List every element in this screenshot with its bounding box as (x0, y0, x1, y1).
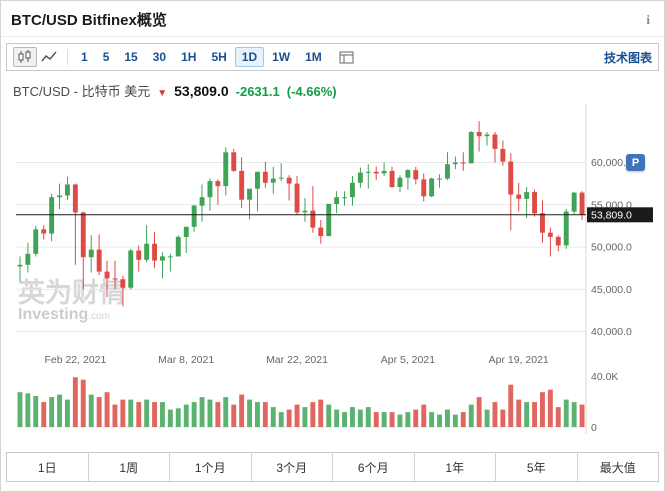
range-bar: 1日 1周 1个月 3个月 6个月 1年 5年 最大值 (6, 452, 659, 482)
interval-1m-button[interactable]: 1M (298, 47, 329, 67)
svg-text:40,000.0: 40,000.0 (591, 326, 632, 338)
interval-1-button[interactable]: 1 (74, 47, 95, 67)
interval-group: 1 5 15 30 1H 5H 1D 1W 1M (74, 47, 329, 67)
interval-15-button[interactable]: 15 (117, 47, 144, 67)
candlestick-chart-button[interactable] (13, 47, 37, 67)
svg-text:Apr 5, 2021: Apr 5, 2021 (381, 354, 435, 366)
chart-area: 英为财情 Investing.com 60,000.0 55,000.0 50,00… (6, 104, 659, 444)
interval-30-button[interactable]: 30 (146, 47, 173, 67)
interval-5-button[interactable]: 5 (96, 47, 117, 67)
svg-text:Mar 22, 2021: Mar 22, 2021 (266, 354, 328, 366)
svg-text:0: 0 (591, 422, 597, 434)
technical-chart-link[interactable]: 技术图表 (603, 50, 652, 65)
watermark: 英为财情 Investing.com (18, 279, 126, 324)
range-button-7[interactable]: 最大值 (577, 453, 658, 481)
svg-text:53,809.0: 53,809.0 (591, 210, 632, 222)
indicators-button[interactable] (334, 47, 359, 67)
page-title: BTC/USD Bitfinex概览 (11, 12, 167, 29)
instrument-name: BTC/USD - 比特币 美元 (13, 84, 151, 99)
range-button-6[interactable]: 5年 (496, 453, 578, 481)
interval-5h-button[interactable]: 5H (204, 47, 233, 67)
interval-1h-button[interactable]: 1H (174, 47, 203, 67)
watermark-cn: 英为财情 (18, 278, 126, 308)
info-icon[interactable]: i (646, 11, 650, 27)
last-price: 53,809.0 (174, 83, 229, 99)
range-button-5[interactable]: 1年 (414, 453, 496, 481)
interval-1w-button[interactable]: 1W (265, 47, 297, 67)
svg-text:Apr 19, 2021: Apr 19, 2021 (489, 354, 549, 366)
range-button-4[interactable]: 6个月 (333, 453, 415, 481)
svg-text:60,000.0: 60,000.0 (591, 157, 632, 169)
svg-text:45,000.0: 45,000.0 (591, 284, 632, 296)
quote-change-pct: (-4.66%) (286, 84, 337, 99)
svg-text:Mar 8, 2021: Mar 8, 2021 (158, 354, 214, 366)
watermark-brand: Investing.com (18, 306, 110, 324)
range-button-3[interactable]: 3个月 (251, 453, 333, 481)
line-chart-button[interactable] (37, 47, 61, 67)
svg-text:50,000.0: 50,000.0 (591, 242, 632, 254)
range-button-2[interactable]: 1个月 (170, 453, 252, 481)
price-chart-canvas[interactable]: 60,000.055,000.050,000.045,000.040,000.0… (6, 104, 659, 444)
candlestick-chart-icon (18, 50, 31, 63)
quote-row: BTC/USD - 比特币 美元 ▼ 53,809.0 -2631.1 (-4.… (1, 71, 664, 102)
svg-text:40.0K: 40.0K (591, 371, 618, 383)
range-button-0[interactable]: 1日 (7, 453, 89, 481)
quote-change: -2631.1 (235, 84, 280, 99)
svg-text:Feb 22, 2021: Feb 22, 2021 (44, 354, 106, 366)
interval-1d-button[interactable]: 1D (234, 47, 265, 67)
range-button-1[interactable]: 1周 (88, 453, 170, 481)
line-chart-icon (41, 51, 57, 62)
price-down-arrow-icon: ▼ (157, 88, 168, 99)
chart-panel-icon (339, 51, 354, 63)
header: BTC/USD Bitfinex概览 i (1, 1, 664, 37)
chart-toolbar: 1 5 15 30 1H 5H 1D 1W 1M 技术图表 (6, 43, 659, 71)
portfolio-overlay-button[interactable]: P (626, 154, 645, 171)
toolbar-divider (67, 49, 68, 65)
